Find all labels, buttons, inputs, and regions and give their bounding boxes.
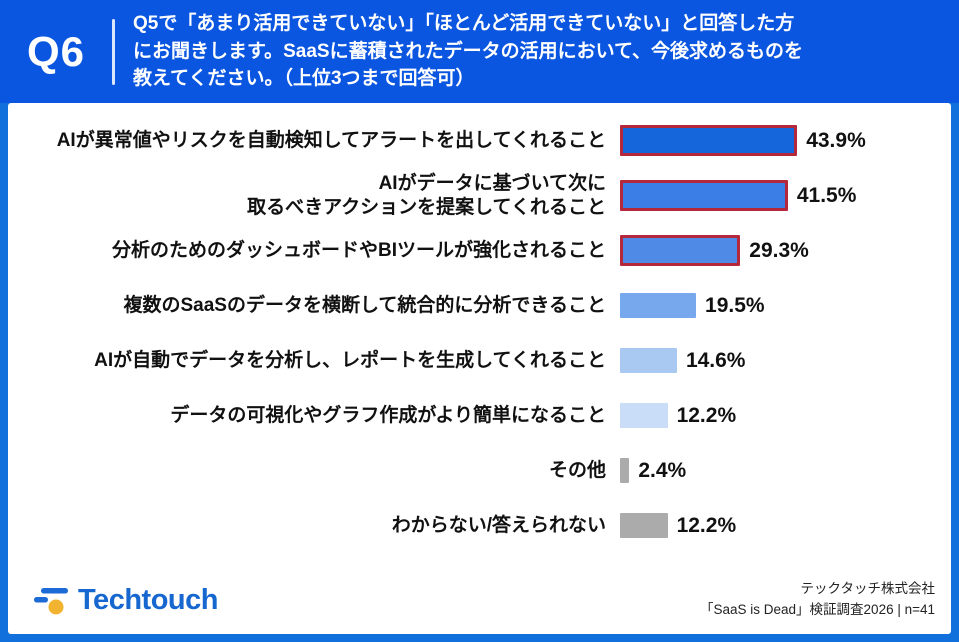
- bar-value: 41.5%: [796, 183, 857, 207]
- bar-track: 14.6%: [620, 348, 745, 373]
- bar: [620, 235, 741, 266]
- bar-value: 2.4%: [638, 458, 687, 482]
- bar: [620, 348, 677, 373]
- bar: [620, 458, 630, 483]
- bar-row: AIが異常値やリスクを自動検知してアラートを出してくれること 43.9%: [8, 113, 951, 168]
- bar-label: AIが異常値やリスクを自動検知してアラートを出してくれること: [56, 129, 606, 151]
- question-number: Q6: [26, 27, 86, 75]
- bar: [620, 180, 788, 211]
- bar-row: その他 2.4%: [8, 443, 951, 498]
- bar: [620, 403, 668, 428]
- bar-label: その他: [548, 459, 606, 481]
- techtouch-logo-icon: [34, 588, 68, 615]
- bar-row: データの可視化やグラフ作成がより簡単になること 12.2%: [8, 388, 951, 443]
- techtouch-logo-text: Techtouch: [78, 584, 218, 616]
- bar-label: AIが自動でデータを分析し、レポートを生成してくれること: [94, 349, 606, 371]
- bar: [620, 125, 798, 156]
- bar: [620, 513, 668, 538]
- bar-track: 29.3%: [620, 235, 809, 266]
- techtouch-logo: Techtouch: [34, 585, 218, 615]
- question-title: Q5で「あまり活用できていない」「ほとんど活用できていない」と回答した方 にお聞…: [133, 10, 803, 93]
- bar-track: 2.4%: [620, 458, 686, 483]
- bar-row: 複数のSaaSのデータを横断して統合的に分析できること 19.5%: [8, 278, 951, 333]
- question-title-line3: 教えてください。（上位3つまで回答可）: [133, 68, 475, 90]
- source-company: テックタッチ株式会社: [800, 581, 935, 597]
- bar-track: 12.2%: [620, 403, 736, 428]
- bar: [620, 293, 697, 318]
- bar-label: 複数のSaaSのデータを横断して統合的に分析できること: [123, 294, 606, 316]
- bar-track: 12.2%: [620, 513, 736, 538]
- bar-label: わからない/答えられない: [391, 514, 606, 536]
- bar-label: AIがデータに基づいて次に 取るべきアクションを提案してくれること: [247, 173, 606, 218]
- bar-row: AIが自動でデータを分析し、レポートを生成してくれること 14.6%: [8, 333, 951, 388]
- bar-row: AIがデータに基づいて次に 取るべきアクションを提案してくれること 41.5%: [8, 168, 951, 223]
- chart-panel: AIが異常値やリスクを自動検知してアラートを出してくれること 43.9% AIがデー…: [8, 103, 951, 634]
- bar-value: 29.3%: [749, 238, 809, 262]
- source-survey: 「SaaS is Dead」検証調査2026 | n=41: [700, 602, 935, 617]
- source-note: テックタッチ株式会社 「SaaS is Dead」検証調査2026 | n=41: [700, 579, 935, 621]
- question-header: Q6 Q5で「あまり活用できていない」「ほとんど活用できていない」と回答した方 …: [0, 0, 959, 103]
- bar-row: 分析のためのダッシュボードやBIツールが強化されること 29.3%: [8, 223, 951, 278]
- header-divider: [112, 18, 115, 85]
- bar-track: 19.5%: [620, 293, 765, 318]
- bar-value: 43.9%: [806, 128, 866, 152]
- question-title-line2: にお聞きします。SaaSに蓄積されたデータの活用において、今後求めるものを: [133, 40, 804, 62]
- bar-track: 43.9%: [620, 125, 866, 156]
- bar-value: 12.2%: [676, 513, 737, 537]
- bar-label: 分析のためのダッシュボードやBIツールが強化されること: [111, 239, 606, 261]
- bar-row: わからない/答えられない 12.2%: [8, 498, 951, 553]
- question-title-line1: Q5で「あまり活用できていない」「ほとんど活用できていない」と回答した方: [133, 13, 795, 35]
- bar-value: 12.2%: [676, 403, 737, 427]
- bar-track: 41.5%: [620, 180, 856, 211]
- footer: Techtouch テックタッチ株式会社 「SaaS is Dead」検証調査2…: [34, 574, 935, 626]
- bar-value: 14.6%: [685, 348, 746, 372]
- bar-chart: AIが異常値やリスクを自動検知してアラートを出してくれること 43.9% AIがデー…: [8, 103, 951, 553]
- bar-value: 19.5%: [705, 293, 765, 317]
- bar-label: データの可視化やグラフ作成がより簡単になること: [170, 404, 606, 426]
